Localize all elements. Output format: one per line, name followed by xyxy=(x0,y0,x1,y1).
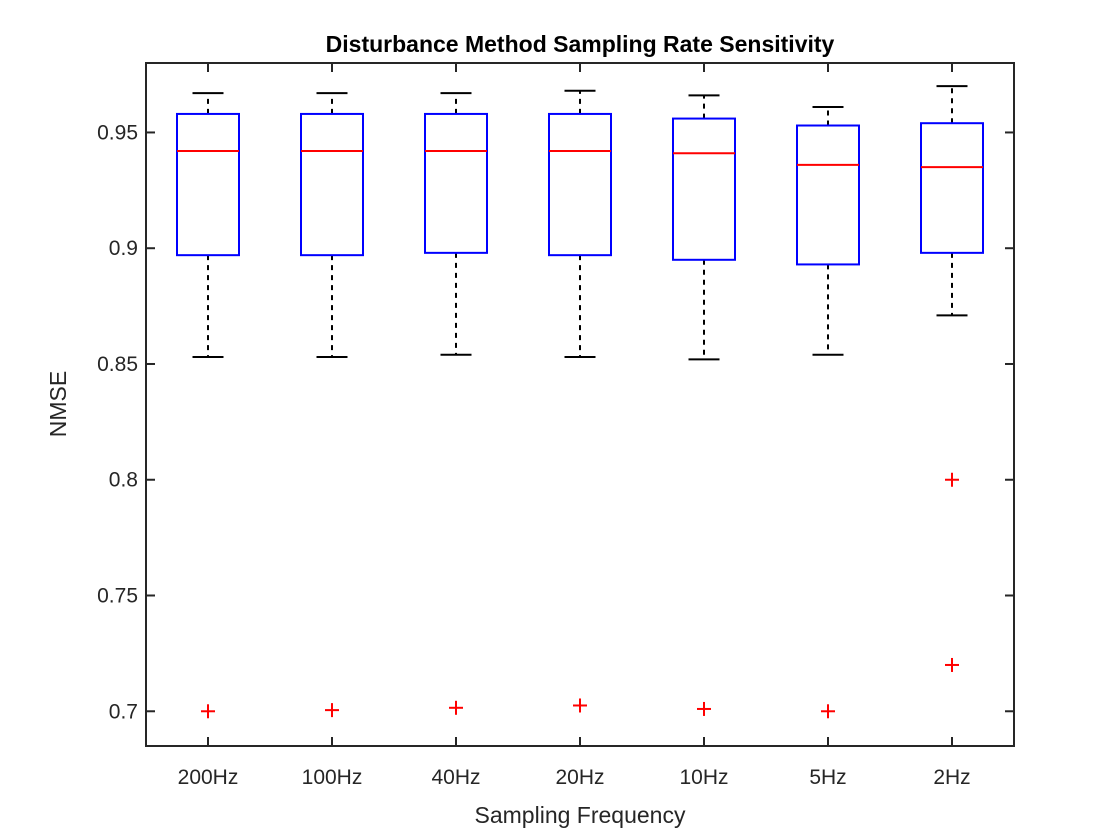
x-tick-label: 20Hz xyxy=(555,766,604,789)
y-axis-label: NMSE xyxy=(45,371,71,437)
outlier-marker xyxy=(697,701,711,716)
x-axis: 200Hz 100Hz 40Hz 20Hz 10Hz 5Hz 2Hz xyxy=(178,63,971,789)
box-group-5hz xyxy=(796,105,860,719)
y-tick-label: 0.7 xyxy=(109,700,138,723)
x-axis-label: Sampling Frequency xyxy=(475,802,686,828)
y-tick-label: 0.75 xyxy=(97,585,138,608)
outlier-marker xyxy=(821,704,835,719)
outlier-marker xyxy=(325,703,339,718)
outlier-marker xyxy=(449,700,463,715)
box-group-40hz xyxy=(424,92,488,715)
iqr-box xyxy=(424,112,488,254)
y-axis: 0.7 0.75 0.8 0.85 0.9 0.95 xyxy=(97,121,1014,723)
iqr-box xyxy=(548,112,612,257)
y-tick-label: 0.85 xyxy=(97,353,138,376)
outlier-marker xyxy=(573,698,587,713)
outlier-marker xyxy=(945,657,959,672)
box-group-20hz xyxy=(548,89,612,713)
iqr-box xyxy=(176,112,240,257)
x-tick-label: 5Hz xyxy=(809,766,846,789)
y-tick-label: 0.8 xyxy=(109,469,138,492)
box-group-100hz xyxy=(300,92,364,718)
chart-title: Disturbance Method Sampling Rate Sensiti… xyxy=(326,31,835,57)
iqr-box xyxy=(796,124,860,266)
iqr-box xyxy=(672,117,736,261)
box-group-10hz xyxy=(672,94,736,716)
box-group-200hz xyxy=(176,92,240,719)
outlier-marker xyxy=(201,704,215,719)
iqr-box xyxy=(300,112,364,257)
plot-frame xyxy=(145,62,1015,747)
box-group-2hz xyxy=(920,85,984,672)
iqr-box xyxy=(920,122,984,254)
y-tick-label: 0.9 xyxy=(109,237,138,260)
y-tick-label: 0.95 xyxy=(97,121,138,144)
x-tick-label: 10Hz xyxy=(679,766,728,789)
outlier-marker xyxy=(945,472,959,487)
x-tick-label: 100Hz xyxy=(302,766,363,789)
x-tick-label: 2Hz xyxy=(933,766,970,789)
plot-area xyxy=(176,85,984,719)
x-tick-label: 40Hz xyxy=(431,766,480,789)
x-tick-label: 200Hz xyxy=(178,766,239,789)
